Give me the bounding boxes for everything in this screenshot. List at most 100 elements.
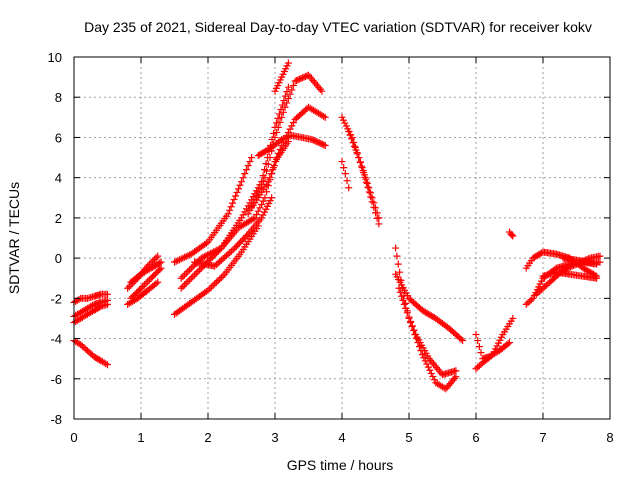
data-point	[177, 284, 185, 292]
y-tick-label: 10	[48, 50, 62, 65]
data-point	[596, 258, 604, 266]
data-point	[475, 343, 483, 351]
data-point	[137, 284, 145, 292]
data-point	[269, 166, 277, 174]
data-point	[472, 365, 480, 373]
data-point	[226, 206, 234, 214]
data-point	[596, 252, 604, 260]
data-point	[283, 99, 291, 107]
data-point	[171, 258, 178, 266]
data-point	[184, 278, 192, 286]
y-tick-label: -6	[50, 372, 62, 387]
series-track-19	[345, 127, 383, 222]
data-point	[179, 273, 187, 281]
data-point	[542, 281, 550, 289]
data-point	[196, 266, 204, 274]
data-point	[152, 280, 160, 288]
data-point	[189, 273, 197, 281]
data-point	[184, 252, 192, 260]
data-point	[214, 259, 222, 267]
data-point	[226, 249, 234, 257]
data-point	[244, 210, 252, 218]
data-point	[345, 127, 353, 135]
series-track-8	[127, 258, 165, 286]
x-tick-label: 6	[472, 430, 479, 445]
data-point	[104, 290, 111, 298]
data-point	[346, 131, 354, 139]
data-point	[156, 266, 164, 274]
data-point	[350, 142, 358, 150]
data-point	[191, 271, 199, 279]
data-point	[272, 158, 280, 166]
data-point	[186, 276, 194, 284]
data-point	[182, 269, 190, 277]
data-point	[256, 185, 264, 193]
data-point	[352, 146, 360, 154]
data-point	[308, 135, 316, 143]
data-point	[154, 278, 162, 286]
data-point	[268, 194, 276, 202]
data-point	[370, 199, 378, 207]
data-point	[224, 210, 232, 218]
data-point	[216, 275, 224, 283]
series-track-17	[271, 59, 292, 95]
series-track-22	[395, 284, 460, 379]
data-point	[187, 274, 195, 282]
data-point	[142, 279, 150, 287]
data-point	[182, 253, 190, 261]
x-tick-label: 7	[539, 430, 546, 445]
data-point	[248, 154, 256, 162]
data-point	[423, 360, 431, 368]
data-point	[149, 257, 157, 265]
data-point	[420, 354, 428, 362]
series-track-7	[127, 264, 165, 302]
data-point	[321, 141, 329, 149]
data-point	[315, 139, 323, 147]
data-point	[208, 249, 216, 257]
data-point	[311, 137, 319, 145]
data-point	[509, 232, 517, 240]
data-point	[321, 113, 329, 121]
data-point	[293, 76, 301, 84]
data-point	[232, 242, 240, 250]
data-point	[192, 269, 200, 277]
data-point	[266, 174, 274, 182]
x-axis-label: GPS time / hours	[287, 457, 394, 473]
x-tick-label: 3	[271, 430, 278, 445]
data-point	[349, 139, 357, 147]
data-point	[177, 255, 185, 263]
series-track-23	[392, 270, 467, 345]
data-point	[140, 281, 148, 289]
data-point	[278, 141, 286, 149]
axis-ticks	[73, 56, 611, 420]
data-point	[176, 256, 184, 264]
data-point	[239, 211, 247, 219]
data-point	[154, 252, 162, 260]
data-point	[363, 179, 371, 187]
data-point	[365, 184, 373, 192]
data-point	[279, 108, 287, 116]
series-track-16	[254, 131, 329, 160]
data-point	[75, 295, 83, 303]
series-track-25	[472, 314, 517, 373]
data-point	[236, 181, 244, 189]
data-point	[124, 284, 132, 292]
data-point	[375, 214, 383, 222]
series-track-20	[338, 158, 353, 192]
data-point	[340, 164, 348, 172]
data-point	[394, 260, 402, 268]
data-point	[206, 285, 214, 293]
data-point	[256, 204, 264, 212]
data-point	[186, 266, 194, 274]
data-point	[136, 286, 144, 294]
data-point	[204, 286, 212, 294]
data-point	[211, 280, 219, 288]
data-point	[408, 322, 416, 330]
data-point	[526, 297, 534, 305]
data-point	[561, 266, 569, 274]
data-point	[251, 214, 259, 222]
data-point	[227, 247, 235, 255]
data-point	[249, 215, 257, 223]
data-point	[212, 261, 220, 269]
data-point	[243, 166, 251, 174]
